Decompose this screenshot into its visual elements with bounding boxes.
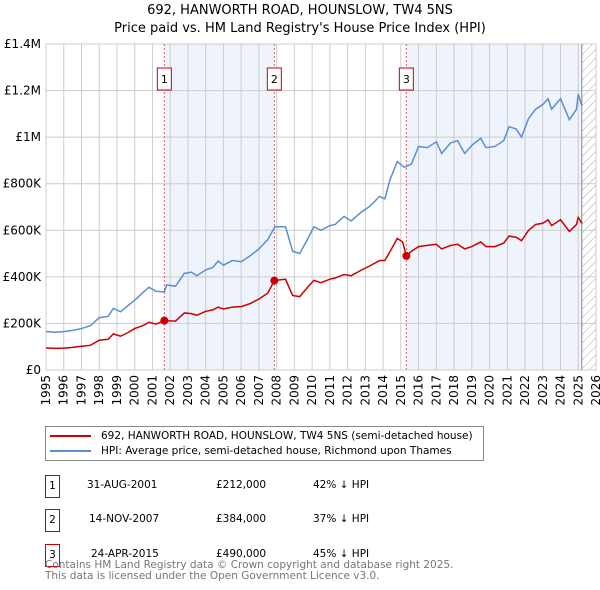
sale-row: 1 31-AUG-2001 £212,000 42% ↓ HPI [45, 475, 445, 498]
x-tick-label: 2020 [483, 375, 497, 406]
sale-marker-box [266, 67, 282, 91]
y-tick-label: £800K [3, 177, 43, 191]
legend-label: 692, HANWORTH ROAD, HOUNSLOW, TW4 5NS (s… [101, 430, 473, 442]
legend-label: HPI: Average price, semi-detached house,… [101, 445, 452, 457]
hpi-line [45, 93, 583, 334]
x-tick-label: 2022 [518, 375, 532, 406]
legend-item-hpi: HPI: Average price, semi-detached house,… [50, 445, 452, 457]
sale-hpi: 37% ↓ HPI [313, 513, 370, 525]
x-tick-label: 2010 [305, 375, 319, 406]
property-line [45, 215, 583, 350]
y-tick-label: £200K [3, 316, 43, 330]
sale-marker-label: 3 [403, 73, 410, 86]
x-tick-label: 2009 [287, 375, 301, 406]
sale-row: 3 24-APR-2015 £490,000 45% ↓ HPI [45, 544, 445, 567]
legend: 692, HANWORTH ROAD, HOUNSLOW, TW4 5NS (s… [45, 426, 484, 461]
y-tick-label: £1.2M [4, 84, 41, 98]
y-tick-label: £1.4M [4, 37, 41, 51]
sale-marker-label: 2 [271, 73, 278, 86]
x-tick-label: 2015 [394, 375, 408, 406]
shaded-range [406, 44, 582, 370]
sale-point [270, 276, 279, 285]
x-tick-label: 2005 [216, 375, 230, 406]
sale-number: 3 [45, 544, 60, 567]
x-tick-label: 2003 [181, 375, 195, 406]
x-tick-label: 2007 [252, 375, 266, 406]
sale-point [402, 251, 411, 260]
x-tick-label: 2023 [536, 375, 550, 406]
sale-row: 2 14-NOV-2007 £384,000 37% ↓ HPI [45, 509, 445, 532]
chart-title: 692, HANWORTH ROAD, HOUNSLOW, TW4 5NS [147, 3, 453, 18]
legend-swatch-red [50, 435, 91, 437]
footer-line: This data is licensed under the Open Gov… [45, 570, 380, 582]
x-tick-label: 1998 [92, 375, 106, 406]
future-hatch [581, 44, 596, 370]
x-tick-label: 2018 [447, 375, 461, 406]
x-tick-label: 2006 [234, 375, 248, 406]
x-tick-label: 1996 [57, 375, 71, 406]
plot-frame [45, 43, 597, 371]
sale-date: 31-AUG-2001 [87, 479, 158, 491]
sale-marker-box [398, 67, 414, 91]
x-tick-label: 2002 [163, 375, 177, 406]
footer: Contains HM Land Registry data © Crown c… [45, 560, 453, 582]
sale-number: 2 [45, 509, 60, 532]
x-tick-label: 2019 [465, 375, 479, 406]
sale-price: £212,000 [216, 479, 267, 491]
sale-marker-box [156, 67, 172, 91]
x-tick-label: 2026 [589, 375, 600, 406]
y-tick-label: £0 [26, 363, 41, 377]
x-tick-label: 2017 [429, 375, 443, 406]
sale-date: 14-NOV-2007 [89, 513, 160, 525]
sale-number: 1 [45, 475, 60, 498]
chart-subtitle: Price paid vs. HM Land Registry's House … [114, 21, 486, 36]
x-tick-label: 2021 [500, 375, 514, 406]
footer-line: Contains HM Land Registry data © Crown c… [45, 559, 454, 571]
sale-price: £384,000 [216, 513, 267, 525]
x-tick-label: 2025 [571, 375, 585, 406]
legend-swatch-blue [50, 450, 91, 452]
x-tick-label: 2014 [376, 375, 390, 406]
sale-price: £490,000 [216, 548, 267, 560]
x-tick-label: 2004 [199, 375, 213, 406]
sale-marker-label: 1 [161, 73, 168, 86]
shaded-range [164, 44, 275, 370]
plot-area: 1995 1996 1997 1998 1999 2000 2001 2002 2003 2004… [3, 37, 600, 406]
sale-hpi: 42% ↓ HPI [313, 479, 370, 491]
x-tick-label: 2008 [270, 375, 284, 406]
x-tick-label: 2000 [128, 375, 142, 406]
sale-hpi: 45% ↓ HPI [313, 548, 370, 560]
x-tick-label: 2016 [412, 375, 426, 406]
x-tick-label: 2024 [554, 375, 568, 406]
x-tick-label: 2013 [358, 375, 372, 406]
legend-item-property: 692, HANWORTH ROAD, HOUNSLOW, TW4 5NS (s… [50, 430, 473, 442]
x-tick-label: 1995 [39, 375, 53, 406]
x-tick-label: 1999 [110, 375, 124, 406]
y-tick-label: £600K [3, 223, 43, 237]
x-tick-label: 2011 [323, 375, 337, 406]
x-tick-label: 2012 [341, 375, 355, 406]
y-tick-label: £1M [15, 130, 41, 144]
y-tick-label: £400K [3, 270, 43, 284]
sale-date: 24-APR-2015 [91, 548, 159, 560]
sale-point [160, 316, 169, 325]
x-tick-label: 2001 [145, 375, 159, 406]
x-tick-label: 1997 [74, 375, 88, 406]
